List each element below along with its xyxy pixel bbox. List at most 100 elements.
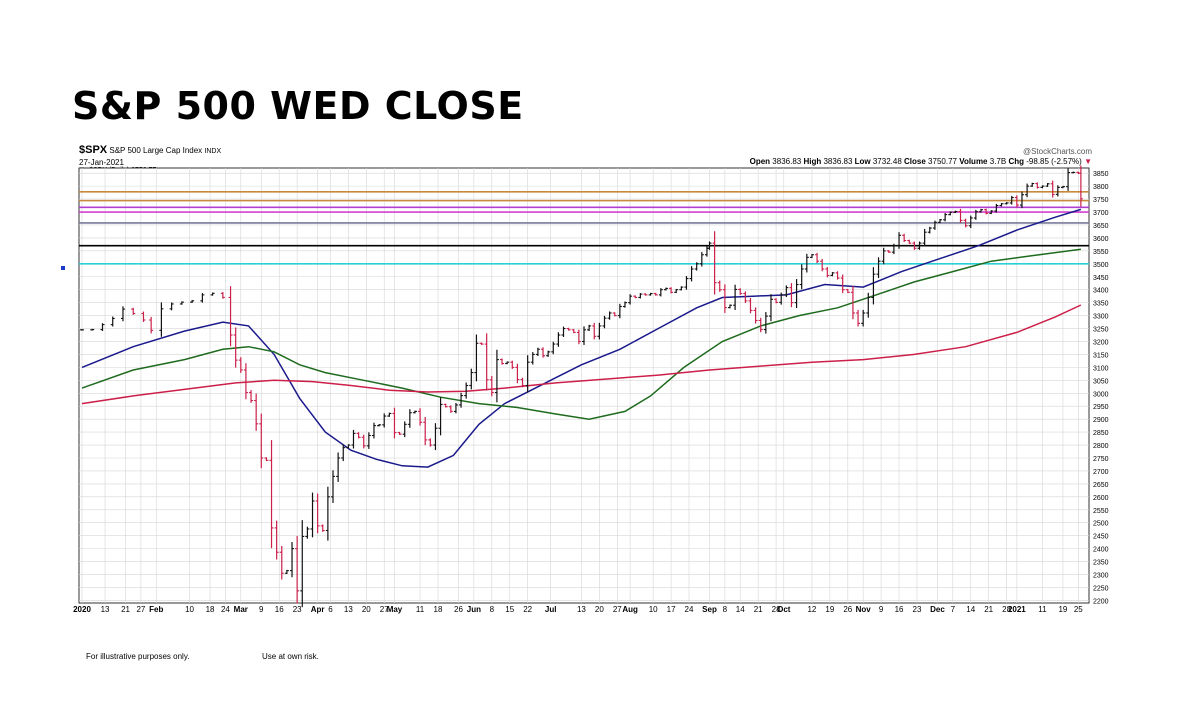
y-tick-label: 2550 [1093,508,1109,515]
plot-frame [78,167,1090,604]
x-tick-label: 13 [101,605,110,614]
x-tick-label: Mar [234,605,248,614]
y-tick-label: 3050 [1093,378,1109,385]
x-tick-label: 21 [121,605,130,614]
footer-risk: Use at own risk. [262,652,319,661]
x-tick-label: 15 [505,605,514,614]
y-tick-label: 2300 [1093,573,1109,580]
y-tick-label: 2350 [1093,560,1109,567]
y-tick-label: 3350 [1093,301,1109,308]
footer-disclaimer: For illustrative purposes only. [86,652,190,661]
exchange: INDX [204,148,222,155]
y-tick-label: 2200 [1093,598,1109,605]
x-tick-label: 9 [259,605,264,614]
legend-ma200: MA(200) 3340.81 [80,194,145,202]
marker-dot [61,266,65,270]
x-tick-label: 11 [416,605,425,614]
x-tick-label: 21 [984,605,993,614]
index-name: S&P 500 Large Cap Index [109,146,203,155]
legend-ma50: MA(50) 3710.16 [80,176,141,184]
low-label: Low [854,157,871,166]
x-tick-label: May [387,605,403,614]
legend-ma50-label: MA(50) 3710.16 [91,176,142,183]
volume-value: 3.7B [989,157,1007,166]
high-value: 3836.83 [823,157,853,166]
legend-swatch [80,197,88,199]
y-tick-label: 2750 [1093,456,1109,463]
high-label: High [803,157,822,166]
x-tick-label: Oct [777,605,791,614]
y-tick-label: 2400 [1093,547,1109,554]
x-tick-label: 2021 [1008,605,1026,614]
moving-average-line [81,208,1082,468]
x-tick-label: 20 [595,605,604,614]
x-tick-label: 23 [913,605,922,614]
close-value: 3750.77 [928,157,957,166]
x-tick-label: 28 [1002,605,1011,614]
chg-label: Chg [1008,157,1025,166]
x-tick-label: Nov [856,605,872,614]
x-tick-label: 26 [843,605,852,614]
legend-ma200-label: MA(200) 3340.81 [91,194,146,201]
x-tick-label: 12 [807,605,816,614]
x-tick-label: 23 [293,605,302,614]
x-tick-label: 28 [772,605,781,614]
y-tick-label: 3000 [1093,391,1109,398]
low-value: 3732.48 [872,157,902,166]
x-tick-label: 27 [136,605,145,614]
x-tick-label: Jul [545,605,557,614]
x-tick-label: 6 [328,605,333,614]
x-tick-label: 19 [825,605,834,614]
legend-price: ⊪ $SPX (Daily) 3750.77 [80,167,156,175]
y-tick-label: 2900 [1093,417,1109,424]
x-tick-label: 16 [895,605,904,614]
x-tick-label: Feb [149,605,163,614]
x-tick-label: Sep [702,605,717,614]
y-tick-label: 2600 [1093,495,1109,502]
open-label: Open [749,157,771,166]
x-tick-label: 10 [185,605,194,614]
x-tick-label: 14 [966,605,975,614]
moving-average-line [81,248,1081,420]
legend-swatch [80,179,88,181]
open-value: 3836.83 [772,157,802,166]
y-tick-label: 3150 [1093,352,1109,359]
legend-swatch [80,188,88,190]
chg-value: -98.85 (-2.57%) [1026,157,1082,166]
y-tick-label: 3100 [1093,365,1109,372]
close-label: Close [904,157,926,166]
x-tick-label: 7 [951,605,956,614]
y-tick-label: 2450 [1093,534,1109,541]
x-tick-label: 24 [221,605,230,614]
x-tick-label: 20 [362,605,371,614]
x-tick-label: 18 [206,605,215,614]
y-tick-label: 3500 [1093,262,1109,269]
x-tick-label: 11 [1038,605,1047,614]
headline: S&P 500 WED CLOSE [72,84,524,128]
y-tick-label: 2950 [1093,404,1109,411]
y-tick-label: 2850 [1093,430,1109,437]
x-tick-label: 27 [380,605,389,614]
y-tick-label: 3700 [1093,210,1109,217]
ohlc-readout: Open 3836.83 High 3836.83 Low 3732.48 Cl… [749,157,1092,166]
x-tick-label: 18 [434,605,443,614]
y-tick-label: 2250 [1093,585,1109,592]
x-tick-label: Apr [311,605,325,614]
x-tick-label: 14 [736,605,745,614]
chart-title: $SPX S&P 500 Large Cap Index INDX [79,144,222,156]
x-tick-label: 21 [754,605,763,614]
x-tick-label: 8 [723,605,728,614]
chart-date: 27-Jan-2021 [79,158,124,167]
y-tick-label: 3750 [1093,197,1109,204]
x-tick-label: 22 [523,605,532,614]
y-tick-label: 2800 [1093,443,1109,450]
x-tick-label: 17 [667,605,676,614]
x-tick-label: 16 [275,605,284,614]
legend-ma100: MA(100) 3556.36 [80,185,145,193]
legend-price-label: $SPX (Daily) 3750.77 [89,167,157,174]
bar-icon: ⊪ [80,167,87,174]
y-tick-label: 3650 [1093,223,1109,230]
symbol: $SPX [79,144,108,156]
x-tick-label: Dec [930,605,945,614]
x-tick-label: 10 [649,605,658,614]
